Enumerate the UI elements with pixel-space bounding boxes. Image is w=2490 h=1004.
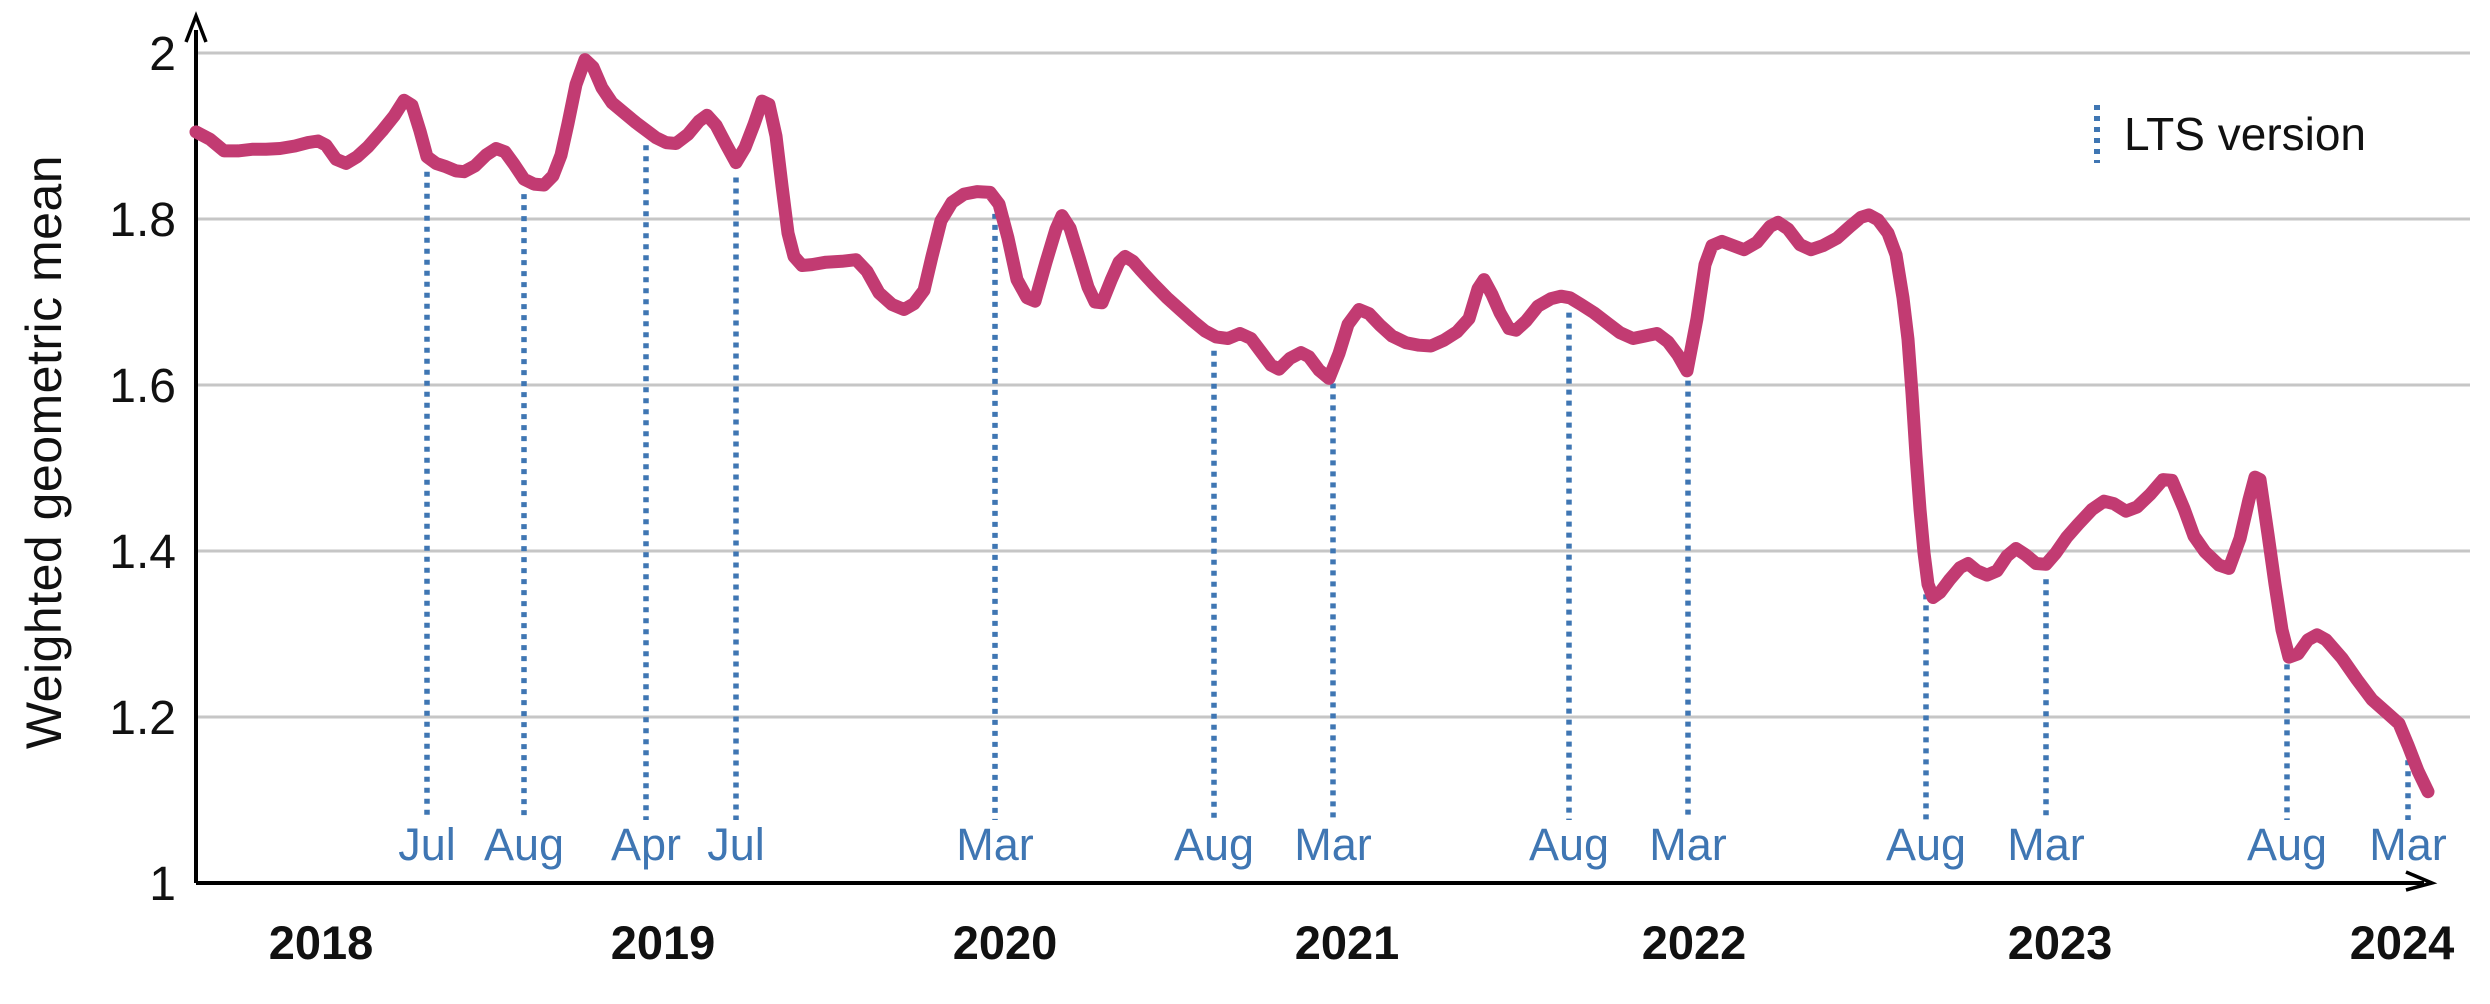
lts-month-label: Mar [2369, 819, 2447, 870]
lts-month-label: Apr [611, 819, 681, 870]
x-year-label: 2021 [1295, 916, 1400, 969]
y-tick-label: 1.8 [109, 194, 176, 247]
y-axis-title: Weighted geometric mean [16, 154, 72, 750]
lts-dotted-line-icon [2094, 105, 2100, 163]
y-tick-label: 1.4 [109, 526, 176, 579]
lts-month-label: Aug [1529, 819, 1609, 870]
lts-month-label: Mar [1294, 819, 1372, 870]
x-year-label: 2022 [1642, 916, 1747, 969]
legend: LTS version [2094, 104, 2366, 164]
x-year-label: 2024 [2350, 916, 2455, 969]
y-tick-label: 1.2 [109, 692, 176, 745]
x-year-label: 2023 [2008, 916, 2113, 969]
lts-marker-lines [424, 145, 2411, 820]
lts-month-label: Aug [484, 819, 564, 870]
lts-month-label: Jul [707, 819, 765, 870]
y-axis-arrow-icon [184, 11, 208, 43]
lts-month-label: Mar [956, 819, 1034, 870]
lts-month-label: Aug [1886, 819, 1966, 870]
series-line [189, 53, 2435, 799]
x-axis-arrow-icon [2405, 870, 2438, 892]
lts-month-label: Jul [398, 819, 456, 870]
lts-month-label: Mar [2007, 819, 2085, 870]
y-tick-label: 2 [149, 28, 176, 81]
y-tick-label: 1.6 [109, 360, 176, 413]
series [189, 53, 2435, 799]
x-year-label: 2019 [611, 916, 716, 969]
legend-label: LTS version [2124, 108, 2367, 160]
axis-labels: 2 1.8 1.6 1.4 1.2 1 2018 2019 2020 2021 2022 2023 20… [109, 28, 2454, 969]
axes [184, 11, 2438, 892]
lts-month-label: Aug [1174, 819, 1254, 870]
x-year-label: 2020 [953, 916, 1058, 969]
y-tick-label: 1 [149, 858, 176, 911]
x-year-label: 2018 [269, 916, 374, 969]
lts-month-label: Aug [2247, 819, 2327, 870]
lts-month-label: Mar [1649, 819, 1727, 870]
